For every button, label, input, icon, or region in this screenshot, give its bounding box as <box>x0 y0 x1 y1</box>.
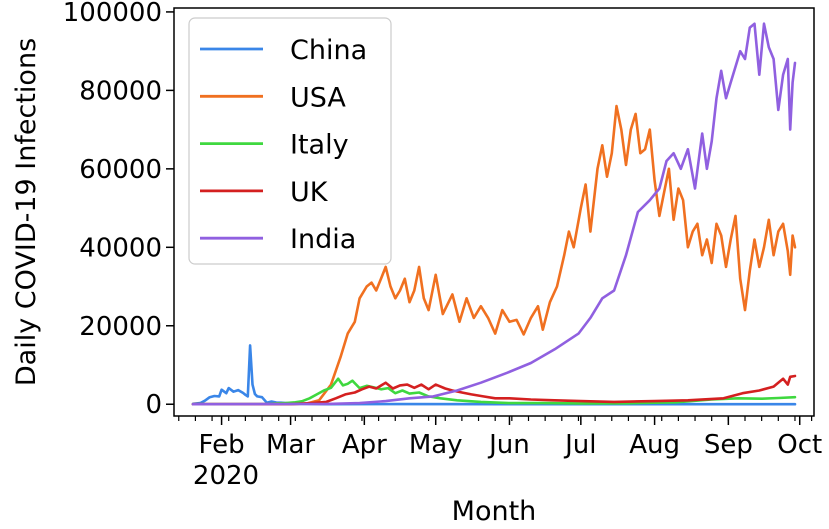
x-tick-label: Aug <box>629 430 680 460</box>
legend: China USA Italy UK India <box>188 17 392 265</box>
series-line-india <box>191 22 797 406</box>
x-tick-label: Oct <box>777 430 822 460</box>
x-tick-label: May <box>409 430 463 460</box>
y-axis-ticks: 0 20000 40000 60000 80000 100000 <box>63 0 174 420</box>
x-tick-label: Jun <box>487 430 530 460</box>
y-tick-label: 80000 <box>79 76 162 106</box>
series-lines <box>191 22 797 406</box>
x-tick-label: Feb <box>199 430 245 460</box>
y-axis-label: Daily COVID-19 Infections <box>11 38 42 386</box>
legend-label-usa: USA <box>290 82 346 113</box>
y-tick-label: 100000 <box>63 0 162 28</box>
plot-frame <box>173 7 815 417</box>
x-year-label: 2020 <box>193 461 259 491</box>
x-tick-label: Sep <box>704 430 753 460</box>
y-tick-label: 40000 <box>79 233 162 263</box>
legend-label-uk: UK <box>290 177 329 208</box>
x-tick-label: Jul <box>563 430 596 460</box>
y-tick-label: 20000 <box>79 312 162 342</box>
series-line-uk <box>191 374 797 406</box>
legend-label-italy: Italy <box>290 130 349 161</box>
series-line-china <box>191 344 797 406</box>
x-axis-label: Month <box>452 496 537 527</box>
x-tick-label: Apr <box>342 430 387 460</box>
series-line-usa <box>191 104 797 406</box>
legend-label-china: China <box>290 35 367 66</box>
series-line-italy <box>191 377 797 406</box>
legend-box <box>188 17 392 265</box>
y-tick-label: 60000 <box>79 155 162 185</box>
x-axis-ticks: Feb Mar Apr May Jun Jul Aug Sep Oct <box>178 416 822 460</box>
x-tick-label: Mar <box>266 430 315 460</box>
y-tick-label: 0 <box>145 390 162 420</box>
legend-label-india: India <box>290 224 356 255</box>
